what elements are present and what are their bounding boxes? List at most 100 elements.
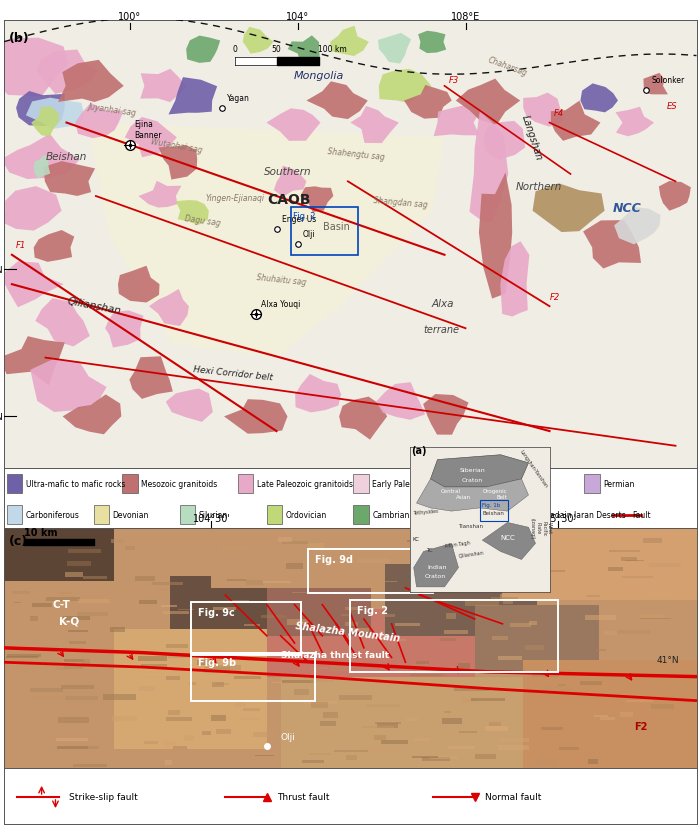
Text: KC: KC [412, 537, 419, 542]
Bar [585, 615, 616, 620]
Text: 0: 0 [232, 46, 237, 55]
Text: Craton: Craton [462, 477, 483, 482]
Bar [368, 635, 388, 636]
Bar [536, 761, 558, 766]
Bar [261, 616, 286, 619]
Bar [312, 677, 333, 682]
Bar [360, 747, 386, 753]
Polygon shape [158, 146, 197, 181]
Polygon shape [34, 231, 74, 262]
Text: Carboniferous: Carboniferous [26, 511, 80, 519]
Text: Asian: Asian [456, 494, 471, 499]
Bar [621, 557, 638, 561]
Bar [57, 746, 88, 749]
Bar [320, 721, 336, 726]
Text: Central: Central [440, 489, 461, 493]
Bar [374, 735, 386, 740]
Bar [651, 704, 673, 710]
Polygon shape [379, 70, 431, 104]
Bar [350, 600, 558, 672]
Bar [444, 711, 451, 713]
Bar [32, 604, 52, 607]
Polygon shape [330, 26, 369, 57]
Text: 100 km: 100 km [318, 46, 347, 55]
Polygon shape [643, 74, 668, 95]
Bar [68, 549, 102, 553]
Bar [540, 686, 573, 691]
Bar [541, 727, 564, 729]
Bar [138, 657, 167, 661]
Bar [209, 551, 230, 553]
Bar [114, 628, 267, 749]
Polygon shape [350, 107, 399, 144]
Polygon shape [1, 134, 80, 180]
Bar [216, 729, 231, 734]
Bar [30, 688, 64, 692]
Bar [267, 505, 282, 525]
Polygon shape [43, 162, 95, 197]
Bar [412, 756, 438, 758]
Bar [189, 682, 196, 686]
Polygon shape [149, 290, 189, 327]
Bar [139, 600, 157, 604]
Bar [227, 580, 246, 581]
Bar [68, 630, 88, 633]
Bar [395, 623, 421, 626]
Text: Alxa: Alxa [432, 299, 454, 309]
Bar [104, 695, 136, 700]
Bar [422, 757, 449, 761]
Text: Fault: Fault [632, 511, 651, 519]
Text: Juyanhai sag: Juyanhai sag [88, 103, 137, 118]
Text: F4: F4 [554, 109, 564, 118]
Text: K-Q: K-Q [59, 616, 79, 626]
Polygon shape [434, 106, 482, 137]
Bar [253, 732, 275, 737]
Polygon shape [533, 184, 605, 233]
Bar [161, 605, 177, 608]
Bar [447, 542, 474, 547]
Polygon shape [339, 397, 387, 440]
Polygon shape [300, 187, 333, 213]
Bar [46, 597, 80, 601]
Bar [78, 599, 111, 604]
Bar [168, 710, 181, 715]
Bar [111, 540, 125, 544]
Bar [357, 558, 391, 563]
Bar [94, 505, 108, 525]
Polygon shape [35, 299, 90, 347]
Bar [489, 723, 501, 726]
Bar [461, 561, 489, 564]
Text: 100°: 100° [118, 12, 141, 22]
Bar [144, 676, 174, 679]
Bar [56, 667, 69, 671]
Text: Ultra-mafic to mafic rocks: Ultra-mafic to mafic rocks [26, 479, 125, 489]
Bar [498, 656, 522, 660]
Text: 108°E: 108°E [451, 12, 480, 22]
Text: Altyn Tagh: Altyn Tagh [444, 539, 470, 548]
Bar [330, 665, 346, 671]
Polygon shape [482, 522, 536, 560]
Text: 50: 50 [272, 46, 281, 55]
Bar [69, 641, 86, 644]
Bar [622, 576, 653, 578]
Bar [211, 609, 295, 652]
Bar [604, 631, 617, 636]
Text: Craton: Craton [425, 574, 446, 579]
Bar [323, 712, 338, 718]
Text: Beishan: Beishan [46, 152, 87, 162]
Bar [469, 474, 484, 493]
Bar [531, 673, 559, 677]
Polygon shape [0, 39, 68, 97]
Text: Enger Us: Enger Us [281, 215, 316, 224]
Polygon shape [34, 156, 50, 179]
Bar [82, 660, 90, 666]
Bar [113, 587, 127, 590]
Text: Southern: Southern [264, 166, 312, 176]
Text: Early Paleozoic granitoids: Early Paleozoic granitoids [372, 479, 471, 489]
Text: TC: TC [426, 548, 433, 553]
Bar [444, 630, 468, 634]
Polygon shape [580, 84, 618, 113]
Text: F3: F3 [449, 76, 459, 85]
Text: Ordovician: Ordovician [286, 511, 327, 519]
Bar [74, 764, 106, 768]
